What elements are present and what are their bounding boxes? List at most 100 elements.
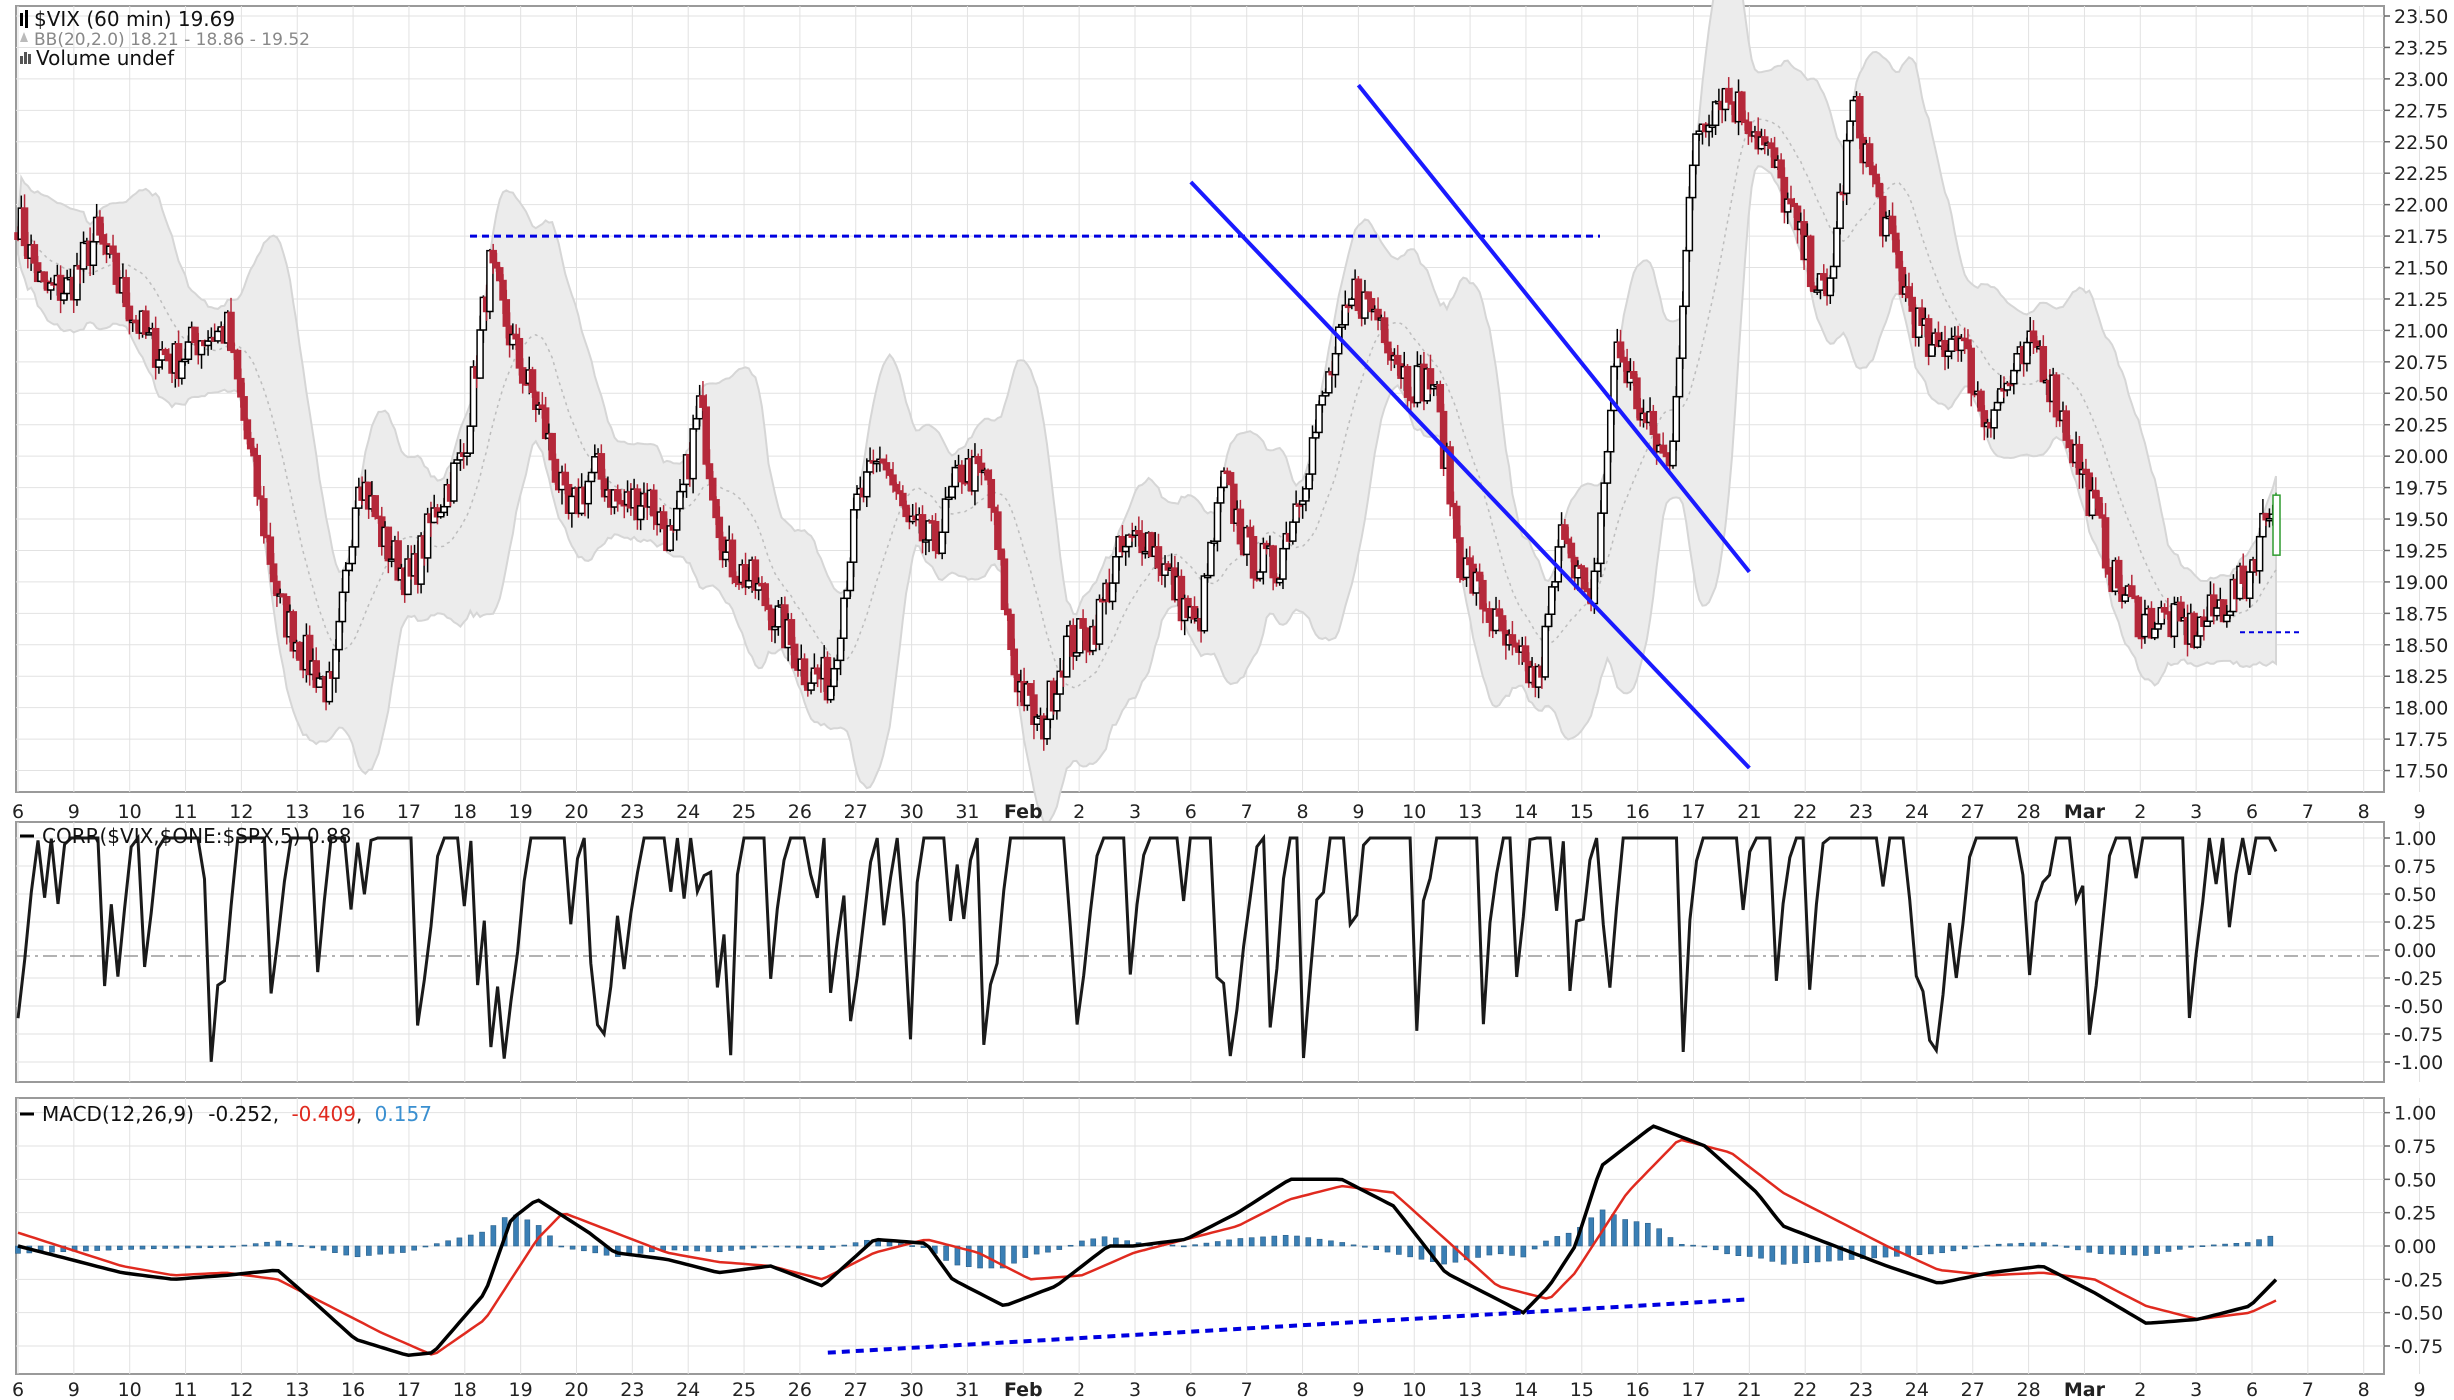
candle-body <box>1495 608 1504 617</box>
macd-hist-bar <box>818 1245 825 1250</box>
macd-hist-bar <box>1192 1244 1198 1247</box>
candle-body <box>1062 635 1071 678</box>
candle-body <box>2223 614 2231 623</box>
price-y-tick-label: 18.50 <box>2394 635 2448 657</box>
macd-hist-bar <box>1079 1240 1085 1247</box>
candle-body <box>892 483 901 492</box>
candle-body <box>250 447 258 457</box>
candle-body <box>826 685 835 701</box>
candle-body <box>96 216 104 236</box>
candle-body <box>997 548 1005 560</box>
macd-x-tick-label: 9 <box>2414 1379 2426 1400</box>
macd-hist-bar <box>1633 1221 1640 1247</box>
candle-body <box>476 329 484 379</box>
macd-hist-bar <box>943 1245 949 1261</box>
macd-hist-bar <box>830 1245 836 1248</box>
price-x-tick-label: 11 <box>173 801 197 823</box>
candle-body <box>1724 87 1733 103</box>
macd-x-tick-label: 27 <box>844 1379 868 1400</box>
corr-y-tick-label: 0.25 <box>2394 912 2436 934</box>
candle-body <box>1498 615 1507 632</box>
candle-body <box>1777 159 1785 179</box>
price-x-tick-label: 3 <box>2190 801 2202 823</box>
candle-body <box>1600 482 1608 514</box>
macd-hist-bar <box>796 1245 802 1249</box>
macd-hist-bar <box>1746 1245 1753 1257</box>
macd-hist-bar <box>162 1245 168 1249</box>
candle-body <box>2121 594 2129 602</box>
corr-y-tick-label: 0.50 <box>2394 884 2436 906</box>
candle-body <box>1236 508 1245 545</box>
candle-body <box>99 234 107 245</box>
candle-body <box>790 643 799 669</box>
candle-body <box>2114 559 2123 589</box>
candle-body <box>332 648 340 679</box>
macd-hist-bar <box>2075 1245 2081 1251</box>
candle-body <box>958 464 966 483</box>
candle-body <box>1819 273 1828 281</box>
macd-hist-bar <box>1622 1219 1628 1247</box>
corr-y-tick-label: 0.00 <box>2394 940 2436 962</box>
macd-x-tick-label: 30 <box>900 1379 924 1400</box>
macd-hist-bar <box>547 1235 553 1247</box>
candle-body <box>440 505 448 514</box>
candle-body <box>1207 541 1215 577</box>
candle-body <box>1069 624 1078 657</box>
macd-hist-bar <box>524 1219 531 1247</box>
macd-hist-bar <box>2233 1242 2240 1247</box>
candle-body <box>787 619 796 646</box>
macd-hist-bar <box>1927 1245 1934 1255</box>
price-x-tick-label: Mar <box>2064 801 2106 823</box>
price-x-tick-label: 18 <box>453 801 477 823</box>
price-y-tick-label: 22.75 <box>2394 100 2448 122</box>
macd-hist-bar <box>388 1245 395 1254</box>
candle-body <box>1977 390 1985 412</box>
macd-x-tick-label: 13 <box>285 1379 309 1400</box>
macd-hist-bar <box>2199 1245 2206 1247</box>
macd-hist-bar <box>2154 1245 2160 1254</box>
candle-body <box>1289 521 1297 542</box>
macd-hist-bar <box>1565 1232 1572 1247</box>
candle-body <box>1456 537 1464 579</box>
candle-body <box>1544 613 1553 628</box>
candle-body <box>1580 567 1589 590</box>
price-x-tick-label: 7 <box>2302 801 2314 823</box>
candle-body <box>1112 555 1120 584</box>
macd-hist-bar <box>1656 1228 1662 1247</box>
candle-body <box>227 311 235 352</box>
macd-hist-bar <box>1180 1245 1187 1248</box>
band-icon <box>20 32 28 42</box>
macd-hist-bar <box>2018 1242 2025 1247</box>
macd-x-tick-label: 22 <box>1793 1379 1817 1400</box>
candle-body <box>384 526 393 562</box>
macd-x-tick-label: 17 <box>1681 1379 1705 1400</box>
macd-hist-bar <box>2176 1245 2183 1250</box>
candle-body <box>122 277 130 308</box>
candle-body <box>73 264 81 301</box>
candle-body <box>2193 635 2202 648</box>
macd-hist-bar <box>377 1245 383 1255</box>
macd-hist-bar <box>2063 1245 2070 1248</box>
macd-hist-bar <box>151 1245 157 1250</box>
macd-hist-bar <box>1497 1245 1504 1255</box>
macd-hist-bar <box>218 1245 225 1248</box>
candle-body <box>1993 401 2002 411</box>
candle-body <box>341 569 350 594</box>
macd-hist-bar <box>1226 1239 1232 1247</box>
price-x-tick-label: 13 <box>1458 801 1482 823</box>
candle-body <box>1315 404 1323 434</box>
macd-hist-bar <box>1803 1245 1810 1263</box>
candle-body <box>548 432 556 461</box>
price-x-tick-label: 15 <box>1570 801 1594 823</box>
candle-body <box>1606 409 1615 453</box>
price-panel: 23.50 23.25 23.00 22.75 22.50 22.25 22.00 21.75… <box>12 0 2448 828</box>
candle-body <box>587 471 596 483</box>
candle-body <box>1007 613 1015 651</box>
candle-body <box>676 490 684 510</box>
macd-hist-bar <box>94 1245 101 1251</box>
candle-body <box>40 271 48 283</box>
macd-x-tick-label: 28 <box>2017 1379 2041 1400</box>
candle-body <box>1842 139 1851 195</box>
candle-body <box>1882 216 1890 237</box>
macd-hist-bar <box>433 1243 440 1247</box>
